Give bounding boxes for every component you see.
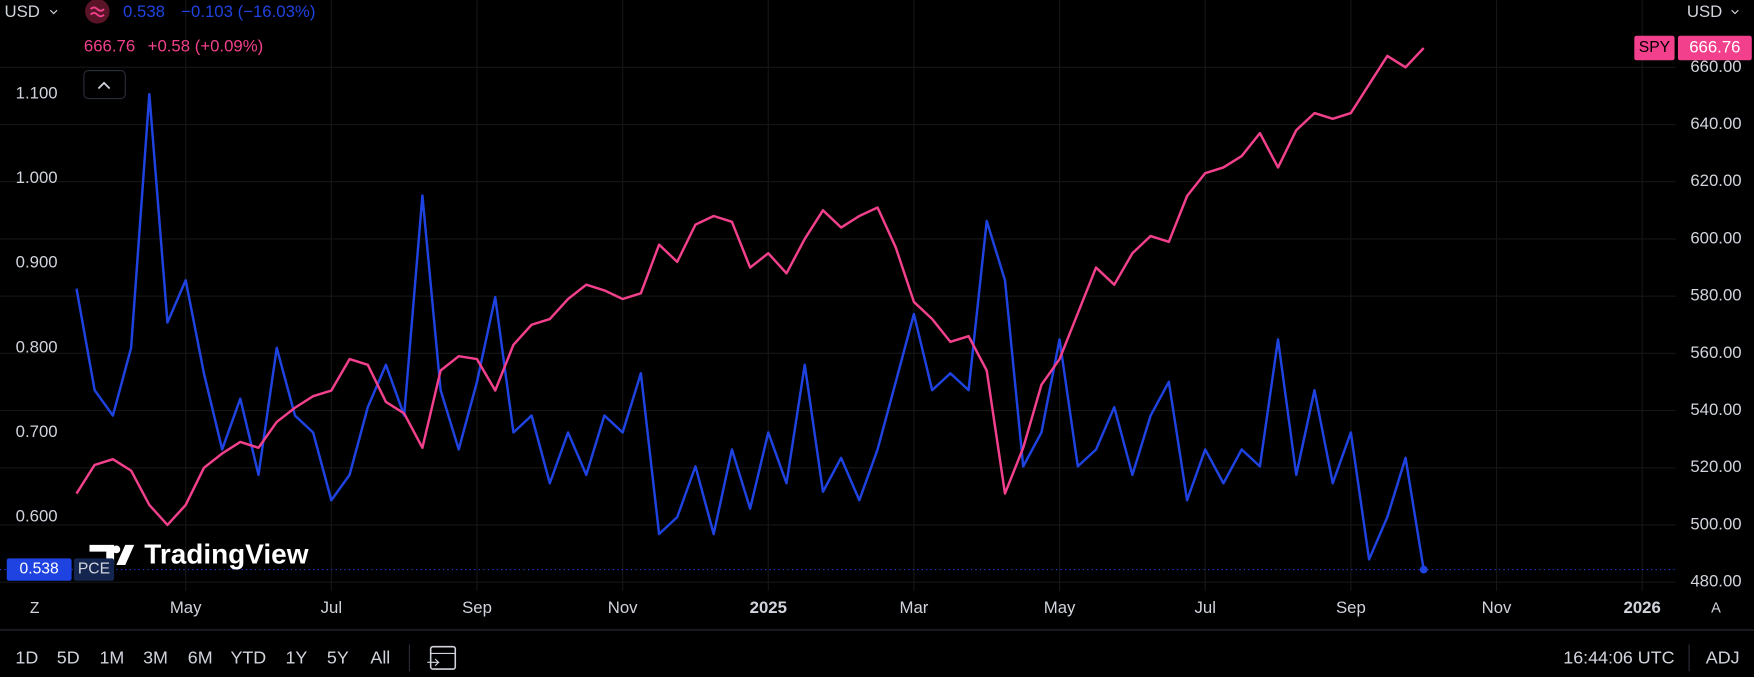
y2-tick-label: 540.00 [1690, 400, 1741, 419]
collapse-icon [97, 81, 111, 90]
y2-tick-label: 640.00 [1690, 114, 1741, 133]
y2-tick-label: 620.00 [1690, 171, 1741, 190]
range-button[interactable]: 5D [57, 648, 80, 668]
y-tick-label: 0.600 [16, 507, 58, 526]
calendar-icon[interactable] [427, 645, 457, 670]
range-button[interactable]: 3M [143, 648, 168, 668]
x-tick-label: Nov [1482, 598, 1512, 617]
currency-selector[interactable]: USD [4, 2, 39, 21]
scale-label: A [1711, 600, 1721, 616]
watermark-logo [89, 544, 135, 566]
calendar-arrow [427, 658, 440, 667]
series-line [75, 92, 1425, 570]
range-button[interactable]: YTD [230, 648, 266, 668]
scale-button[interactable] [22, 596, 47, 621]
legend-value: 666.76 [84, 37, 135, 56]
x-tick-label: Sep [1336, 598, 1366, 617]
y-tick-label: 0.800 [16, 337, 58, 356]
dropdown-icon [1731, 9, 1739, 15]
scale-label: Z [30, 600, 40, 617]
range-button[interactable]: 1Y [285, 648, 307, 668]
x-tick-label: Jul [1195, 598, 1216, 617]
series-line [75, 47, 1425, 527]
legend-value: 0.538 [123, 2, 165, 21]
price-tag [1677, 35, 1752, 61]
x-tick-label: 2025 [750, 598, 787, 617]
y2-tick-label: 580.00 [1690, 286, 1741, 305]
series-tag: SPY [1639, 39, 1671, 56]
calendar-frame [429, 645, 457, 670]
range-button[interactable]: 6M [188, 648, 213, 668]
x-tick-label: May [170, 598, 202, 617]
symbol-icon [85, 0, 110, 24]
x-tick-label: Sep [462, 598, 492, 617]
legend-change: +0.58 (+0.09%) [148, 37, 264, 56]
y2-tick-label: 500.00 [1690, 514, 1741, 533]
price-tag [6, 558, 72, 581]
range-button[interactable]: 1D [15, 648, 38, 668]
x-tick-label: 2026 [1624, 598, 1661, 617]
dropdown-icon [49, 9, 58, 15]
price-tag [1634, 35, 1675, 61]
watermark-logo-dot [112, 545, 121, 554]
x-tick-label: Mar [900, 598, 929, 617]
y-tick-label: 0.900 [16, 253, 58, 272]
x-tick-label: Jul [321, 598, 342, 617]
price-tag [73, 558, 115, 581]
range-button[interactable]: All [370, 648, 390, 668]
grid [0, 0, 1676, 591]
y2-tick-label: 520.00 [1690, 457, 1741, 476]
price-tag-value: 0.538 [20, 561, 59, 578]
price-tag-value: 666.76 [1689, 37, 1740, 56]
y-tick-label: 0.700 [16, 422, 58, 441]
range-button[interactable]: 1M [99, 648, 124, 668]
toolbar: 1D 5D 1M 3M 6M YTD 1Y 5Y All [15, 648, 390, 668]
last-point [1419, 565, 1428, 574]
y2-tick-label: 600.00 [1690, 228, 1741, 247]
legend-change: −0.103 (−16.03%) [181, 2, 315, 21]
plot [0, 47, 1676, 574]
y2-tick-label: 660.00 [1690, 57, 1741, 76]
range-button[interactable]: 5Y [327, 648, 349, 668]
x-tick-label: Nov [608, 598, 638, 617]
symbol-glyph [89, 6, 105, 18]
adjust-button[interactable]: ADJ [1706, 648, 1740, 668]
watermark: TradingView [144, 538, 308, 569]
scale-button[interactable] [1704, 596, 1728, 621]
clock: 16:44:06 UTC [1563, 648, 1674, 668]
series-tag: PCE [78, 561, 110, 578]
y-tick-label: 1.100 [16, 83, 58, 102]
currency-selector[interactable]: USD [1687, 2, 1722, 21]
y-tick-label: 1.000 [16, 168, 58, 187]
y2-tick-label: 560.00 [1690, 343, 1741, 362]
x-tick-label: May [1044, 598, 1076, 617]
y2-tick-label: 480.00 [1690, 572, 1741, 591]
